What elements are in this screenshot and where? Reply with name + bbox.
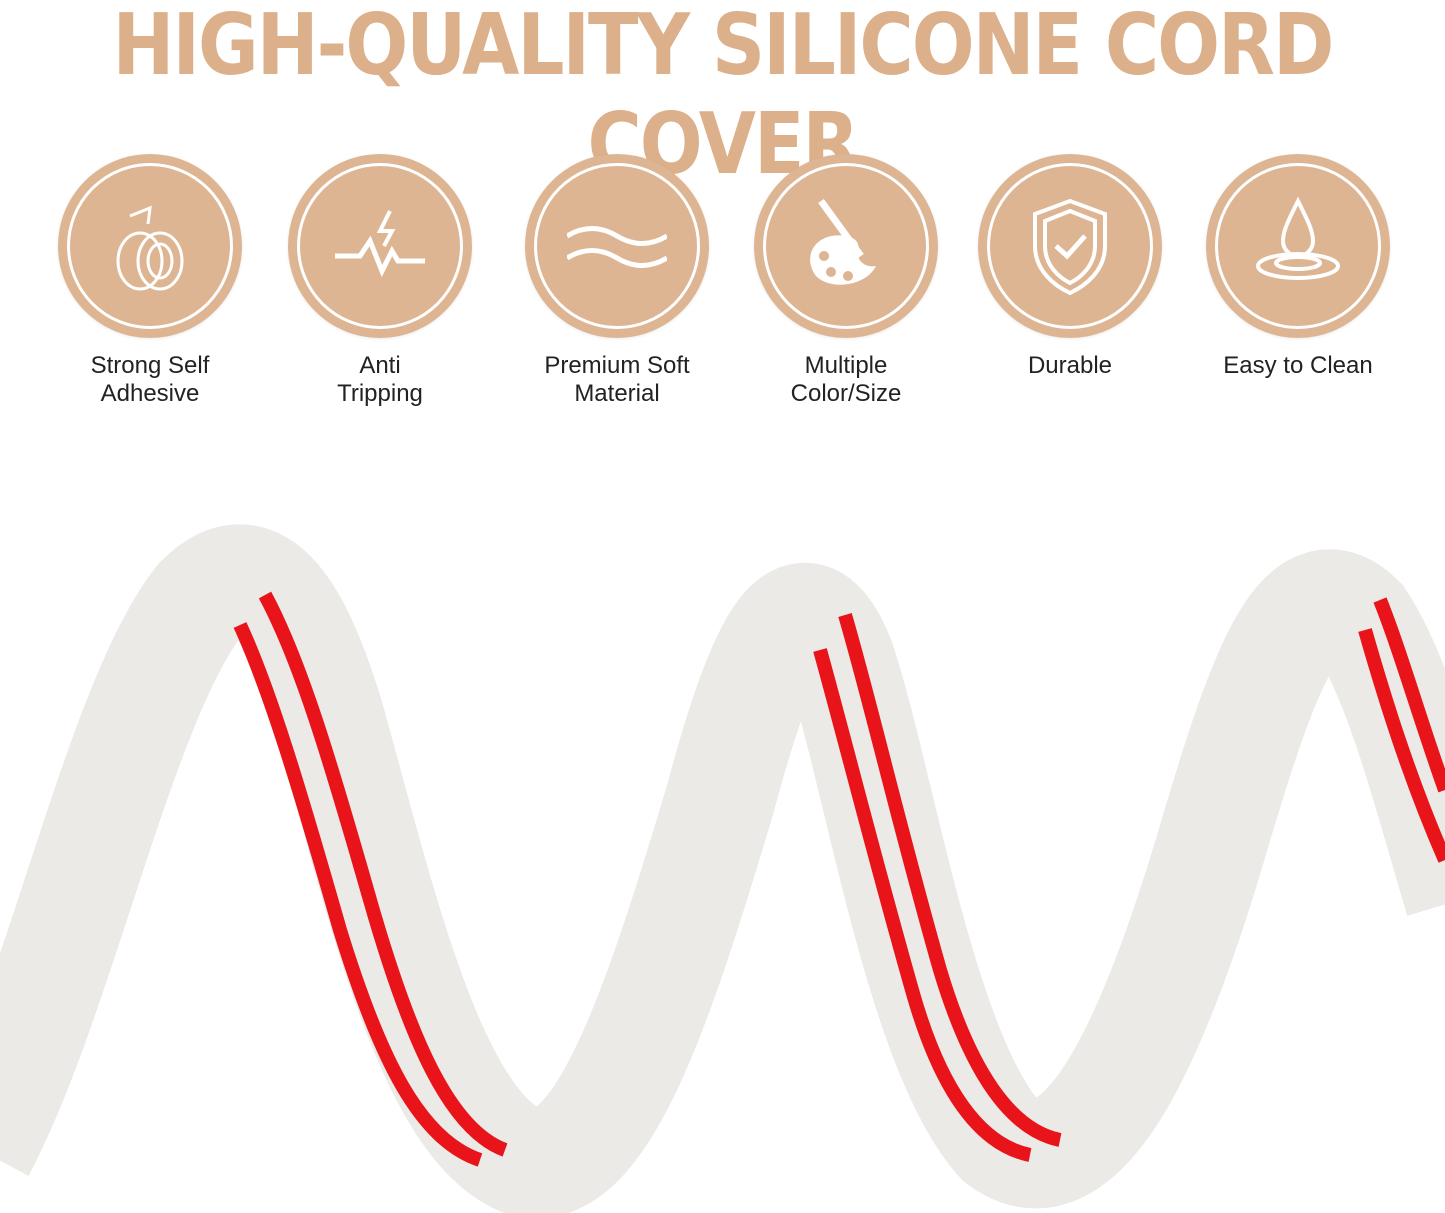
feature-strong-self-adhesive: Strong Self Adhesive xyxy=(35,154,265,408)
paint-palette-icon xyxy=(754,154,938,338)
feature-durable: Durable xyxy=(955,154,1185,380)
page-title: HIGH-QUALITY SILICONE CORD COVER xyxy=(112,0,1335,194)
feature-label: Adhesive xyxy=(100,380,200,407)
feature-label: Tripping xyxy=(337,380,423,407)
trip-lightning-icon xyxy=(288,154,472,338)
feature-easy-to-clean: Easy to Clean xyxy=(1183,154,1413,380)
feature-anti-tripping: Anti Tripping xyxy=(265,154,495,408)
waves-icon xyxy=(525,154,709,338)
feature-premium-soft-material: Premium Soft Material xyxy=(502,154,732,408)
feature-label: Multiple xyxy=(804,352,888,379)
feature-label: Premium Soft xyxy=(544,352,690,379)
feature-multiple-color-size: Multiple Color/Size xyxy=(731,154,961,408)
feature-label: Strong Self xyxy=(90,352,210,379)
feature-label: Anti xyxy=(359,352,401,379)
feature-label: Color/Size xyxy=(790,380,902,407)
feature-label: Durable xyxy=(1027,352,1113,379)
tape-roll-icon xyxy=(58,154,242,338)
shield-check-icon xyxy=(978,154,1162,338)
water-drop-icon xyxy=(1206,154,1390,338)
feature-label: Easy to Clean xyxy=(1223,352,1373,379)
feature-label: Material xyxy=(574,380,660,407)
